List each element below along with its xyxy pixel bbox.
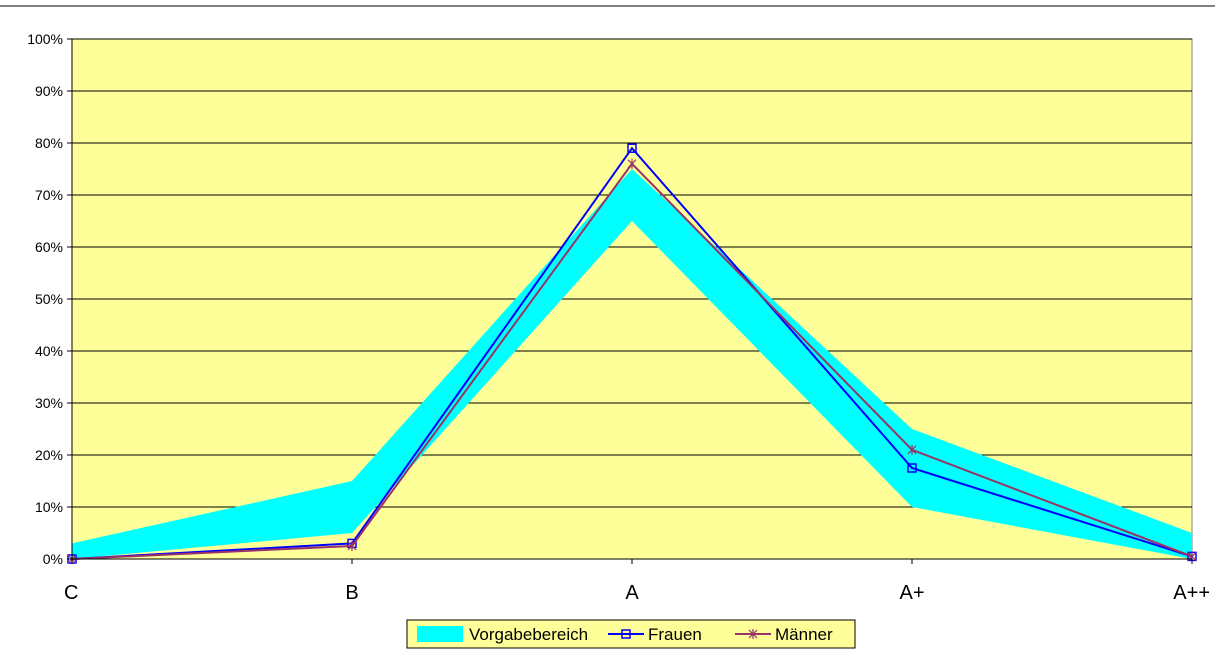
- series-0-point-3: [907, 463, 917, 473]
- legend-label-0: Frauen: [648, 625, 702, 644]
- y-tick-labels: 0% 10% 20% 30% 40% 50% 60% 70% 80% 90% 100%: [27, 31, 63, 567]
- y-tick-label: 30%: [35, 395, 63, 411]
- y-tick-label: 70%: [35, 187, 63, 203]
- y-tick-label: 50%: [35, 291, 63, 307]
- legend-marker-0: [621, 629, 631, 639]
- legend-swatch-vorgabebereich: [417, 626, 463, 642]
- x-tick-label: A++: [1173, 582, 1210, 604]
- series-lines: [67, 143, 1197, 564]
- series-1-point-2: [627, 158, 637, 169]
- x-tick-label: A: [625, 582, 639, 604]
- y-tick-label: 90%: [35, 83, 63, 99]
- y-tick-label: 10%: [35, 499, 63, 515]
- y-tick-label: 60%: [35, 239, 63, 255]
- y-tick-label: 100%: [27, 31, 63, 47]
- legend-label-1: Männer: [775, 625, 833, 644]
- legend-label-vorgabebereich: Vorgabebereich: [469, 625, 588, 644]
- legend: Vorgabebereich Frauen Männer: [406, 619, 856, 649]
- legend-marker-1: [748, 629, 758, 639]
- x-tick-label: C: [64, 582, 78, 604]
- band-vorgabebereich: [72, 169, 1192, 559]
- x-tick-label: A+: [899, 582, 924, 604]
- series-1-point-1: [347, 541, 357, 551]
- y-tick-label: 20%: [35, 447, 63, 463]
- series-1: [67, 158, 1197, 564]
- x-tick-labels: C B A A+ A++: [64, 582, 1210, 604]
- x-tick-label: B: [345, 582, 358, 604]
- series-0-point-2: [627, 143, 637, 153]
- y-tick-label: 40%: [35, 343, 63, 359]
- series-line-0: [71, 146, 1193, 560]
- axes: [67, 38, 1193, 564]
- band-area: [72, 169, 1192, 559]
- y-tick-label: 0%: [43, 551, 63, 567]
- legend-entry-1: Männer: [735, 625, 833, 644]
- y-tick-label: 80%: [35, 135, 63, 151]
- legend-entry-0: Frauen: [608, 625, 702, 644]
- series-1-point-3: [907, 444, 917, 455]
